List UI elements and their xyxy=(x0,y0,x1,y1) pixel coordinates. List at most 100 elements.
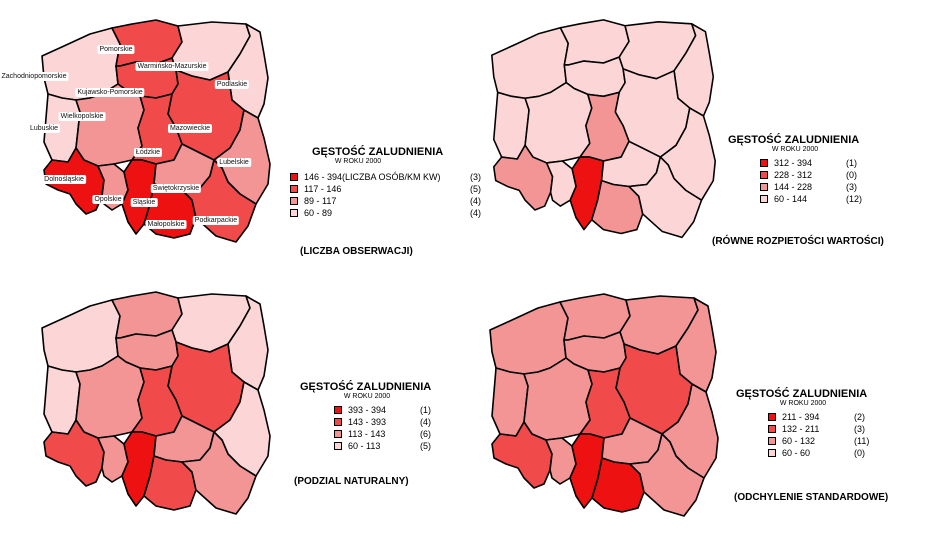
legend-count: (3) xyxy=(470,172,481,182)
region-podkarpackie xyxy=(629,433,705,517)
legend-title: GĘSTOŚĆ ZALUDNIENIA xyxy=(736,388,868,400)
region-label-zachodnio: Zachodniopomorskie xyxy=(0,72,69,81)
region-label-slaskie: Śląskie xyxy=(130,198,158,207)
legend-range: 89 - 117 xyxy=(304,196,337,206)
legend-3: GĘSTOŚĆ ZALUDNIENIA W ROKU 2000 393 - 39… xyxy=(300,381,470,452)
legend-range: 132 - 211 xyxy=(782,424,820,434)
legend-4: GĘSTOŚĆ ZALUDNIENIA W ROKU 2000 211 - 39… xyxy=(736,388,906,459)
legend-row: 143 - 393 (4) xyxy=(334,416,470,428)
legend-count: (4) xyxy=(420,417,431,427)
caption-4: (ODCHYLENIE STANDARDOWE) xyxy=(734,492,889,503)
region-label-malopolskie: Małopolskie xyxy=(145,220,187,229)
legend-range: 312 - 394 xyxy=(774,158,813,168)
legend-range: 60 - 89 xyxy=(304,208,333,218)
legend-swatch xyxy=(290,209,298,217)
legend-row: 60 - 89 (4) xyxy=(290,207,490,219)
legend-range: 393 - 394 xyxy=(348,405,387,415)
legend-row: 146 - 394(LICZBA OSÓB/KM KW) (3) xyxy=(290,171,490,183)
legend-1: GĘSTOŚĆ ZALUDNIENIA W ROKU 2000 146 - 39… xyxy=(290,146,490,219)
legend-count: (2) xyxy=(854,412,865,422)
legend-row: 228 - 312 (0) xyxy=(760,169,898,181)
legend-count: (5) xyxy=(470,184,481,194)
region-podkarpackie xyxy=(628,156,703,239)
legend-row: 60 - 113 (5) xyxy=(334,440,470,452)
map-svg xyxy=(491,19,717,239)
region-label-swietokrzyskie: Świętokrzyskie xyxy=(150,184,202,193)
legend-count: (3) xyxy=(846,182,857,192)
legend-title: GĘSTOŚĆ ZALUDNIENIA xyxy=(728,134,860,146)
legend-swatch xyxy=(768,449,776,457)
legend-swatch xyxy=(768,413,776,421)
region-label-kujawsko: Kujawsko-Pomorskie xyxy=(75,88,145,97)
region-malopolskie xyxy=(591,457,645,513)
legend-count: (1) xyxy=(846,158,857,168)
legend-swatch xyxy=(768,425,776,433)
region-label-lodzkie: Łódzkie xyxy=(133,148,163,157)
legend-swatch xyxy=(334,406,342,414)
caption-2: (RÓWNE ROZPIETOŚCI WARTOŚCI) xyxy=(712,236,884,247)
legend-range: 143 - 393 xyxy=(348,417,387,427)
region-label-dolnoslaskie: Dolnośląskie xyxy=(42,175,86,184)
legend-row: 60 - 60 (0) xyxy=(768,447,906,459)
legend-range: 146 - 394(LICZBA OSÓB/KM KW) xyxy=(304,172,441,182)
legend-count: (4) xyxy=(470,196,481,206)
region-opolskie xyxy=(545,437,577,485)
region-dolnoslaskie xyxy=(491,421,553,489)
region-dolnoslaskie xyxy=(43,419,105,487)
legend-range: 211 - 394 xyxy=(782,412,820,422)
legend-swatch xyxy=(334,418,342,426)
legend-range: 113 - 143 xyxy=(348,429,386,439)
region-malopolskie xyxy=(590,179,644,235)
region-label-podkarpackie: Podkarpackie xyxy=(192,216,240,225)
region-label-warminsko: Warmińsko-Mazurskie xyxy=(135,62,209,71)
legend-swatch xyxy=(290,197,298,205)
legend-count: (4) xyxy=(470,208,481,218)
legend-row: 312 - 394 (1) xyxy=(760,157,898,169)
legend-subtitle: W ROKU 2000 xyxy=(334,158,382,165)
legend-range: 228 - 312 xyxy=(774,170,813,180)
legend-swatch xyxy=(290,173,298,181)
legend-row: 393 - 394 (1) xyxy=(334,404,470,416)
legend-range: 60 - 113 xyxy=(348,441,381,451)
legend-swatch xyxy=(760,171,768,179)
legend-swatch xyxy=(760,183,768,191)
legend-2: GĘSTOŚĆ ZALUDNIENIA W ROKU 2000 312 - 39… xyxy=(728,134,898,205)
region-label-pomorskie: Pomorskie xyxy=(97,45,135,54)
legend-row: 117 - 146 (5) xyxy=(290,183,490,195)
legend-count: (3) xyxy=(854,424,865,434)
region-label-opolskie: Opolskie xyxy=(92,195,124,204)
region-dolnoslaskie xyxy=(492,144,554,211)
legend-row: 144 - 228 (3) xyxy=(760,181,898,193)
legend-count: (5) xyxy=(420,441,431,451)
legend-swatch xyxy=(760,195,768,203)
legend-row: 113 - 143 (6) xyxy=(334,428,470,440)
region-opolskie xyxy=(545,160,577,207)
legend-range: 144 - 228 xyxy=(774,182,813,192)
legend-swatch xyxy=(760,159,768,167)
region-label-wielkopolskie: Wielkopolskie xyxy=(58,112,106,121)
legend-row: 89 - 117 (4) xyxy=(290,195,490,207)
caption-3: (PODZIAL NATURALNY) xyxy=(294,476,409,487)
legend-row: 60 - 132 (11) xyxy=(768,435,906,447)
legend-title: GĘSTOŚĆ ZALUDNIENIA xyxy=(300,381,432,393)
legend-count: (0) xyxy=(854,448,865,458)
legend-row: 60 - 144 (12) xyxy=(760,193,898,205)
legend-row: 132 - 211 (3) xyxy=(768,423,906,435)
legend-swatch xyxy=(334,430,342,438)
legend-count: (6) xyxy=(420,429,431,439)
map-panel-3: GĘSTOŚĆ ZALUDNIENIA W ROKU 2000 393 - 39… xyxy=(0,278,470,556)
legend-range: 60 - 132 xyxy=(782,436,816,446)
legend-subtitle: W ROKU 2000 xyxy=(771,146,819,153)
legend-swatch xyxy=(334,442,342,450)
region-podkarpackie xyxy=(181,431,257,515)
legend-swatch xyxy=(290,185,298,193)
legend-subtitle: W ROKU 2000 xyxy=(779,400,827,407)
map-svg xyxy=(489,293,719,517)
legend-range: 60 - 144 xyxy=(774,194,808,204)
map-panel-1: GĘSTOŚĆ ZALUDNIENIA W ROKU 2000 146 - 39… xyxy=(0,0,481,278)
legend-count: (0) xyxy=(846,170,857,180)
region-label-podlaskie: Podlaskie xyxy=(214,80,250,89)
legend-title: GĘSTOŚĆ ZALUDNIENIA xyxy=(312,146,444,158)
caption-1: (LICZBA OBSERWACJI) xyxy=(300,246,413,257)
legend-range: 117 - 146 xyxy=(304,184,342,194)
